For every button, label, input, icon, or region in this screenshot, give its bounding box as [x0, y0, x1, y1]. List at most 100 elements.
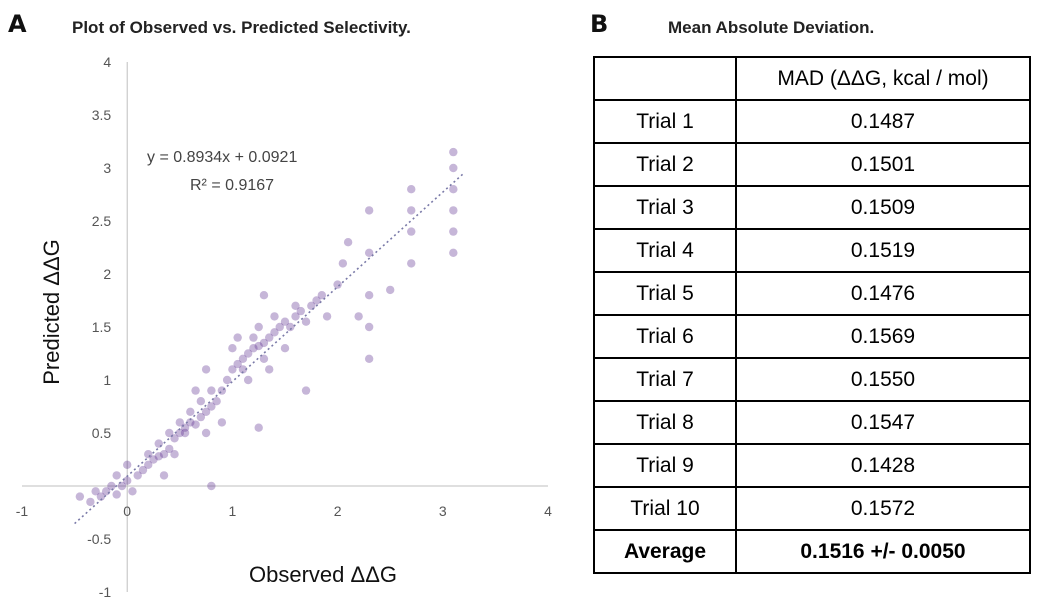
data-point [449, 147, 458, 157]
data-point [91, 487, 100, 496]
data-point [333, 280, 342, 289]
table-row: Trial 7 0.1550 [593, 357, 1031, 402]
data-point [301, 317, 311, 326]
data-point [243, 349, 253, 358]
table-row: Trial 10 0.1572 [593, 486, 1031, 531]
trial-mad-value: 0.1501 [735, 142, 1031, 187]
y-tick-label: 3.5 [92, 107, 112, 123]
data-point [154, 452, 163, 461]
trial-label: Trial 3 [593, 185, 737, 230]
y-tick-label: 2.5 [92, 213, 112, 229]
data-point [265, 365, 274, 374]
data-point [259, 338, 269, 348]
data-point [212, 397, 221, 406]
data-point [364, 322, 374, 332]
table-header-mad: MAD (ΔΔG, kcal / mol) [735, 56, 1031, 101]
trial-label: Trial 8 [593, 400, 737, 445]
scatter-points [75, 147, 458, 507]
table-row: Trial 2 0.1501 [593, 142, 1031, 187]
data-point [112, 471, 121, 480]
data-point [191, 420, 200, 429]
data-point [249, 333, 258, 342]
table-title: Mean Absolute Deviation. [668, 18, 875, 37]
average-value: 0.1516 +/- 0.0050 [735, 529, 1031, 574]
data-point [364, 354, 374, 363]
data-point [128, 487, 137, 496]
trial-label: Trial 7 [593, 357, 737, 402]
data-point [364, 248, 374, 257]
regression-equation: y = 0.8934x + 0.0921 [147, 149, 297, 166]
data-point [217, 386, 227, 395]
average-row: Average 0.1516 +/- 0.0050 [593, 529, 1031, 574]
trial-mad-value: 0.1509 [735, 185, 1031, 230]
data-point [233, 359, 242, 369]
data-point [228, 344, 237, 353]
y-tick-label: 3 [103, 160, 111, 176]
data-point [407, 185, 416, 194]
data-point [275, 322, 284, 332]
panel-a-letter: A [8, 10, 27, 38]
x-tick-label: 0 [123, 503, 131, 519]
table-header-row: MAD (ΔΔG, kcal / mol) [593, 56, 1031, 101]
data-point [196, 412, 206, 422]
data-point [259, 291, 269, 300]
table-row: Trial 8 0.1547 [593, 400, 1031, 445]
data-point [449, 227, 458, 236]
data-point [270, 328, 279, 337]
data-point [254, 423, 263, 432]
trial-mad-value: 0.1487 [735, 99, 1031, 144]
data-point [449, 185, 458, 194]
data-point [296, 306, 305, 316]
y-tick-label: -1 [99, 584, 112, 600]
data-point [407, 259, 416, 268]
r-squared-label: R² = 0.9167 [190, 177, 274, 194]
data-point [343, 238, 353, 247]
trendline-path [74, 172, 465, 525]
data-point [222, 375, 232, 385]
table-row: Trial 9 0.1428 [593, 443, 1031, 488]
chart-axes [22, 62, 548, 592]
data-point [175, 418, 184, 427]
data-point [228, 365, 237, 374]
data-point [159, 471, 169, 480]
tick-labels: -1 0 1 2 3 4 -1 -0.5 0.5 1 1.5 2 2.5 3 3.5 4 [16, 54, 552, 600]
data-point [407, 227, 416, 236]
data-point [317, 291, 327, 300]
data-point [96, 492, 106, 501]
data-point [170, 450, 179, 459]
trial-mad-value: 0.1428 [735, 443, 1031, 488]
data-point [407, 206, 416, 215]
data-point [265, 333, 274, 342]
data-point [201, 428, 211, 438]
y-tick-label: 1 [103, 372, 111, 388]
x-tick-label: 4 [544, 503, 552, 519]
data-point [186, 418, 195, 427]
table-row: Trial 3 0.1509 [593, 185, 1031, 230]
trial-label: Trial 5 [593, 271, 737, 316]
data-point [354, 312, 363, 321]
data-point [149, 455, 158, 464]
y-tick-label: 2 [103, 266, 111, 282]
data-point [186, 407, 195, 416]
average-label: Average [593, 529, 737, 574]
data-point [338, 259, 348, 268]
data-point [291, 301, 300, 310]
data-point [254, 341, 263, 351]
data-point [364, 206, 374, 215]
data-point [280, 344, 290, 353]
data-point [386, 285, 395, 295]
x-tick-label: 1 [229, 503, 237, 519]
data-point [449, 163, 458, 173]
y-tick-label: 1.5 [92, 319, 112, 335]
data-point [154, 439, 163, 448]
trial-mad-value: 0.1476 [735, 271, 1031, 316]
data-point [196, 397, 206, 406]
x-axis-label: Observed ΔΔG [249, 562, 397, 587]
table-row: Trial 5 0.1476 [593, 271, 1031, 316]
data-point [133, 471, 142, 480]
data-point [180, 428, 190, 438]
data-point [301, 386, 311, 395]
trial-label: Trial 4 [593, 228, 737, 273]
data-point [259, 354, 269, 363]
table-row: Trial 6 0.1569 [593, 314, 1031, 359]
